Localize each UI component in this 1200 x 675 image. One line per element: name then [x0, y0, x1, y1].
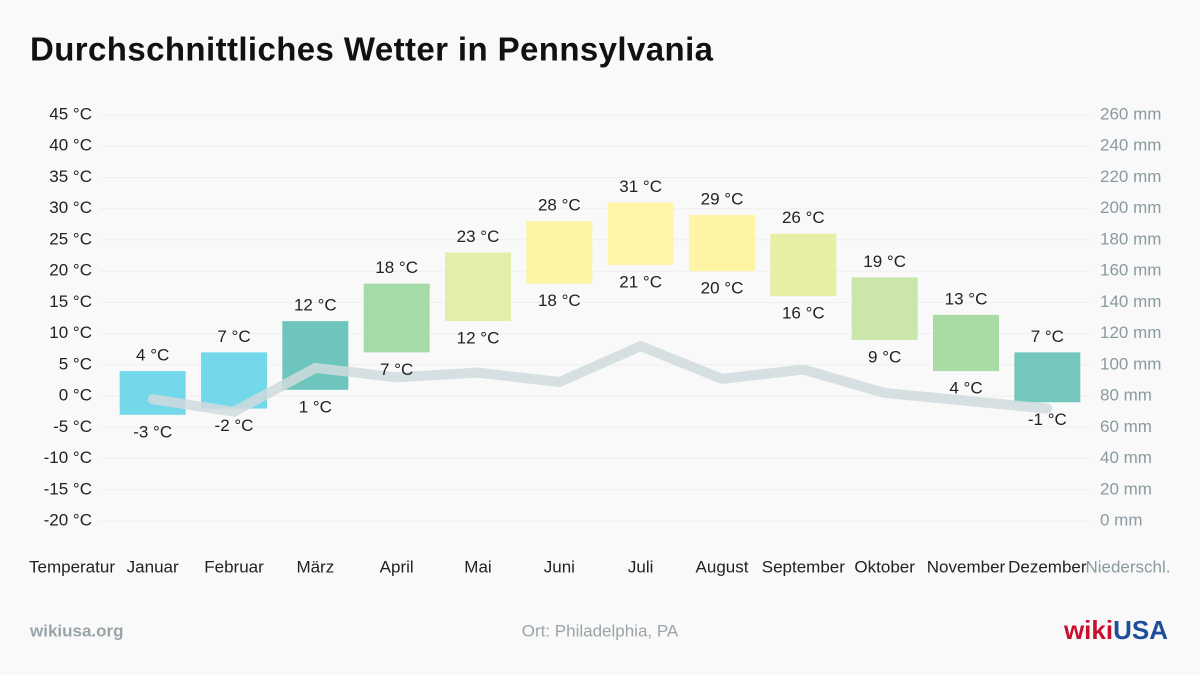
x-tick-label: Januar [127, 557, 179, 576]
max-label: 26 °C [782, 208, 825, 227]
x-tick-label: Februar [204, 557, 264, 576]
logo: wikiUSA [1063, 615, 1168, 645]
y-tick-label: -10 °C [44, 448, 92, 467]
logo-usa: USA [1113, 615, 1168, 645]
max-label: 13 °C [945, 289, 988, 308]
max-label: 28 °C [538, 196, 581, 215]
chart-title: Durchschnittliches Wetter in Pennsylvani… [30, 31, 714, 68]
y2-tick-label: 120 mm [1100, 323, 1161, 342]
y2-tick-label: 160 mm [1100, 261, 1161, 280]
min-label: -1 °C [1028, 410, 1067, 429]
max-label: 7 °C [217, 327, 250, 346]
y2-tick-label: 80 mm [1100, 386, 1152, 405]
logo-wiki: wiki [1063, 615, 1113, 645]
y-tick-label: -20 °C [44, 510, 92, 529]
temperature-bar [526, 221, 593, 284]
min-label: -2 °C [215, 416, 254, 435]
y-tick-label: 0 °C [59, 386, 92, 405]
y-tick-label: -5 °C [53, 417, 92, 436]
y2-tick-label: 240 mm [1100, 136, 1161, 155]
temperature-bar [689, 214, 755, 272]
y-tick-label: 35 °C [49, 167, 92, 186]
temperature-bar [933, 314, 999, 372]
y-tick-label: 30 °C [49, 198, 92, 217]
y-axis-label: Temperatur [29, 557, 115, 576]
min-label: 1 °C [299, 397, 332, 416]
x-tick-label: Oktober [854, 557, 915, 576]
y2-tick-label: 60 mm [1100, 417, 1152, 436]
y-tick-label: 45 °C [49, 104, 92, 123]
y2-tick-label: 220 mm [1100, 167, 1161, 186]
min-label: 9 °C [868, 347, 901, 366]
min-label: 18 °C [538, 291, 581, 310]
max-label: 12 °C [294, 296, 337, 315]
x-tick-label: Juli [628, 557, 654, 576]
min-label: 12 °C [457, 329, 500, 348]
temperature-bar [1014, 352, 1081, 403]
temperature-bar [770, 233, 837, 297]
x-tick-label: August [696, 557, 749, 576]
y-tick-label: 25 °C [49, 229, 92, 248]
min-label: 7 °C [380, 360, 413, 379]
min-label: 21 °C [619, 272, 662, 291]
y2-tick-label: 200 mm [1100, 198, 1161, 217]
temperature-bar [607, 202, 674, 265]
x-tick-label: März [296, 557, 334, 576]
max-label: 4 °C [136, 346, 169, 365]
y2-tick-label: 0 mm [1100, 510, 1143, 529]
temperature-bar [119, 371, 186, 415]
y-tick-label: 20 °C [49, 261, 92, 280]
y-tick-label: 10 °C [49, 323, 92, 342]
x-tick-label: April [380, 557, 414, 576]
note: Ort: Philadelphia, PA [522, 621, 679, 640]
temperature-bar [363, 283, 430, 353]
source: wikiusa.org [29, 621, 124, 640]
y-tick-label: 5 °C [59, 354, 92, 373]
y-tick-label: 15 °C [49, 292, 92, 311]
temperature-bar [851, 277, 918, 340]
x-tick-label: Dezember [1008, 557, 1087, 576]
y-tick-label: -15 °C [44, 479, 92, 498]
y2-tick-label: 40 mm [1100, 448, 1152, 467]
max-label: 31 °C [619, 177, 662, 196]
max-label: 18 °C [375, 258, 418, 277]
max-label: 29 °C [701, 189, 744, 208]
max-label: 19 °C [863, 252, 906, 271]
y2-tick-label: 260 mm [1100, 104, 1161, 123]
x-tick-label: September [762, 557, 845, 576]
temperature-bar [445, 252, 511, 322]
x-tick-label: Mai [464, 557, 491, 576]
min-label: 16 °C [782, 304, 825, 323]
y2-tick-label: 180 mm [1100, 229, 1161, 248]
y-tick-label: 40 °C [49, 136, 92, 155]
min-label: 20 °C [701, 279, 744, 298]
min-label: 4 °C [949, 379, 982, 398]
y2-axis-label: Niederschl. [1085, 557, 1170, 576]
min-label: -3 °C [133, 422, 172, 441]
max-label: 7 °C [1031, 327, 1064, 346]
y2-tick-label: 100 mm [1100, 354, 1161, 373]
max-label: 23 °C [457, 227, 500, 246]
y2-tick-label: 140 mm [1100, 292, 1161, 311]
x-tick-label: Juni [544, 557, 575, 576]
y2-tick-label: 20 mm [1100, 479, 1152, 498]
x-tick-label: November [927, 557, 1006, 576]
precipitation-line [147, 341, 1053, 417]
